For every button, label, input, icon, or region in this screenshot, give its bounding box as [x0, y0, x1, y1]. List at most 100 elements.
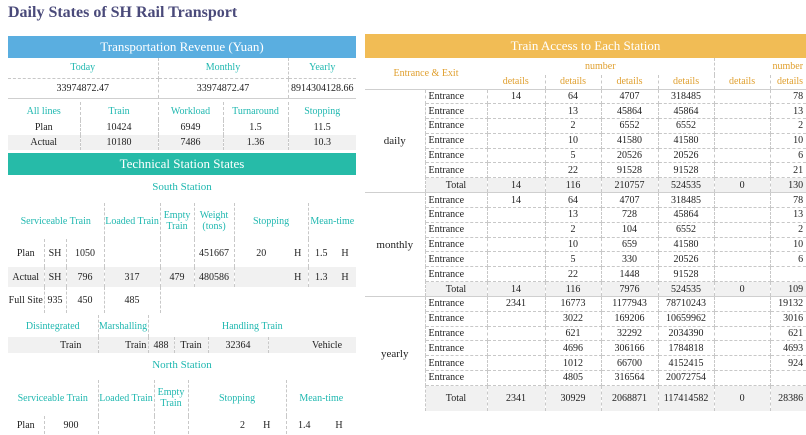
cell: 796: [66, 267, 105, 287]
cell: [104, 239, 161, 267]
cell: 10: [770, 133, 806, 149]
page-title: Daily States of SH Rail Transport: [8, 4, 238, 21]
cell: 6: [770, 148, 806, 164]
cell: 479: [160, 267, 195, 287]
cell: [714, 118, 771, 134]
cell: [714, 237, 771, 253]
total-cell: 524535: [658, 281, 715, 298]
cell: [487, 222, 546, 238]
cell: 64: [545, 192, 602, 209]
cell: [487, 118, 546, 134]
cell: 45864: [658, 207, 715, 223]
total-cell: 7976: [601, 281, 659, 298]
cell: [487, 207, 546, 223]
total-cell: 130: [770, 177, 806, 194]
cell: 5: [545, 148, 602, 164]
cell: [714, 311, 771, 327]
cell: [714, 133, 771, 149]
cell: [714, 162, 771, 179]
cell: 22: [545, 266, 602, 283]
entrance-label: Entrance: [425, 222, 488, 238]
today-label: Today: [8, 58, 159, 79]
cell: 1448: [601, 266, 659, 283]
cell: 1784818: [658, 340, 715, 357]
cell: 10180: [80, 135, 159, 150]
table-row: Plan 900 2 H 1.4 H: [8, 416, 356, 434]
row-label: Actual: [8, 267, 45, 287]
south-station-title: South Station: [152, 181, 212, 193]
details-header: details: [545, 75, 602, 89]
cell: 78: [770, 192, 806, 209]
cell: [714, 296, 771, 312]
col-stopping: Stopping: [304, 105, 341, 117]
col-empty: Empty Train: [154, 380, 189, 416]
table-row: Entrance 4696 306166 1784818 4693: [365, 340, 806, 357]
table-row: Entrance 22 1448 91528: [365, 266, 806, 283]
cell: 20: [256, 247, 267, 259]
total-label: Total: [425, 385, 488, 412]
col-turnaround: Turnaround: [223, 102, 289, 120]
col-handling: Handling Train: [221, 320, 283, 332]
cell: 1.5: [223, 120, 289, 135]
north-station-table: Serviceable Train Loaded Train Empty Tra…: [8, 380, 356, 434]
total-cell: 0: [714, 177, 771, 194]
cell: SH: [44, 267, 67, 287]
total-cell: 28386: [778, 393, 804, 405]
cell: 32292: [601, 326, 659, 342]
cell: 450: [66, 287, 105, 313]
total-cell: 109: [770, 281, 806, 298]
group-label: daily: [365, 89, 426, 194]
table-row: monthly Entrance 14 64 4707 318485 78: [365, 192, 806, 298]
cell: 64: [545, 89, 602, 105]
today-value: 33974872.47: [8, 78, 159, 99]
col-loaded: Loaded Train: [98, 380, 155, 416]
total-cell: 2341: [487, 385, 546, 412]
cell: 16773: [545, 296, 602, 312]
cell: 13: [770, 207, 806, 223]
cell: [487, 148, 546, 164]
col-workload: Workload: [158, 102, 224, 120]
yearly-value: 8914304128.66: [288, 78, 356, 99]
cell: Train: [174, 337, 209, 353]
cell: 41580: [658, 237, 715, 253]
entrance-label: Entrance: [425, 89, 488, 105]
cell: [714, 370, 771, 386]
cell: Vehicle: [312, 339, 343, 351]
cell: 78: [770, 89, 806, 105]
total-cell: 0: [714, 385, 771, 412]
cell: 10: [545, 237, 602, 253]
table-row: Entrance 10 659 41580 10: [365, 237, 806, 253]
col-loaded: Loaded Train: [104, 203, 161, 239]
cell: [714, 355, 771, 372]
cell: [487, 311, 546, 327]
cell: 78710243: [658, 296, 715, 312]
cell: H: [341, 247, 349, 259]
entrance-label: Entrance: [425, 355, 488, 372]
table-row: Entrance 4805 316564 20072754: [365, 370, 806, 386]
cell: 1.36: [223, 135, 289, 150]
cell: 1012: [545, 355, 602, 372]
cell: H: [248, 416, 287, 434]
table-row: Entrance 1012 66700 4152415 924: [365, 355, 806, 372]
entrance-label: Entrance: [425, 311, 488, 327]
table-row: Entrance 10 41580 41580 10: [365, 133, 806, 149]
cell: 935: [44, 287, 67, 313]
cell: [714, 340, 771, 357]
cell: 4707: [601, 89, 659, 105]
revenue-header: Transportation Revenue (Yuan): [8, 36, 356, 58]
table-row: Plan 10424 6949 1.5 11.5: [8, 120, 356, 135]
total-row: Total 14 116 210757 524535 0 130: [365, 177, 806, 194]
cell: 5: [545, 251, 602, 268]
table-row: Entrance 3022 169206 10659962 3016: [365, 311, 806, 327]
cell: 10: [545, 133, 602, 149]
cell: [770, 370, 806, 386]
cell: 2: [770, 222, 806, 238]
col-mean-time: Mean-time: [299, 392, 344, 404]
south-substation-table: Disintegrated Marshalling Handling Train…: [8, 315, 357, 353]
table-row: Train Train 488 Train 32364 Vehicle: [8, 337, 357, 353]
cell: 485: [104, 287, 161, 313]
entrance-label: Entrance: [425, 251, 488, 268]
cell: 330: [601, 251, 659, 268]
number-header: number: [772, 61, 804, 72]
entrance-label: Entrance: [425, 326, 488, 342]
